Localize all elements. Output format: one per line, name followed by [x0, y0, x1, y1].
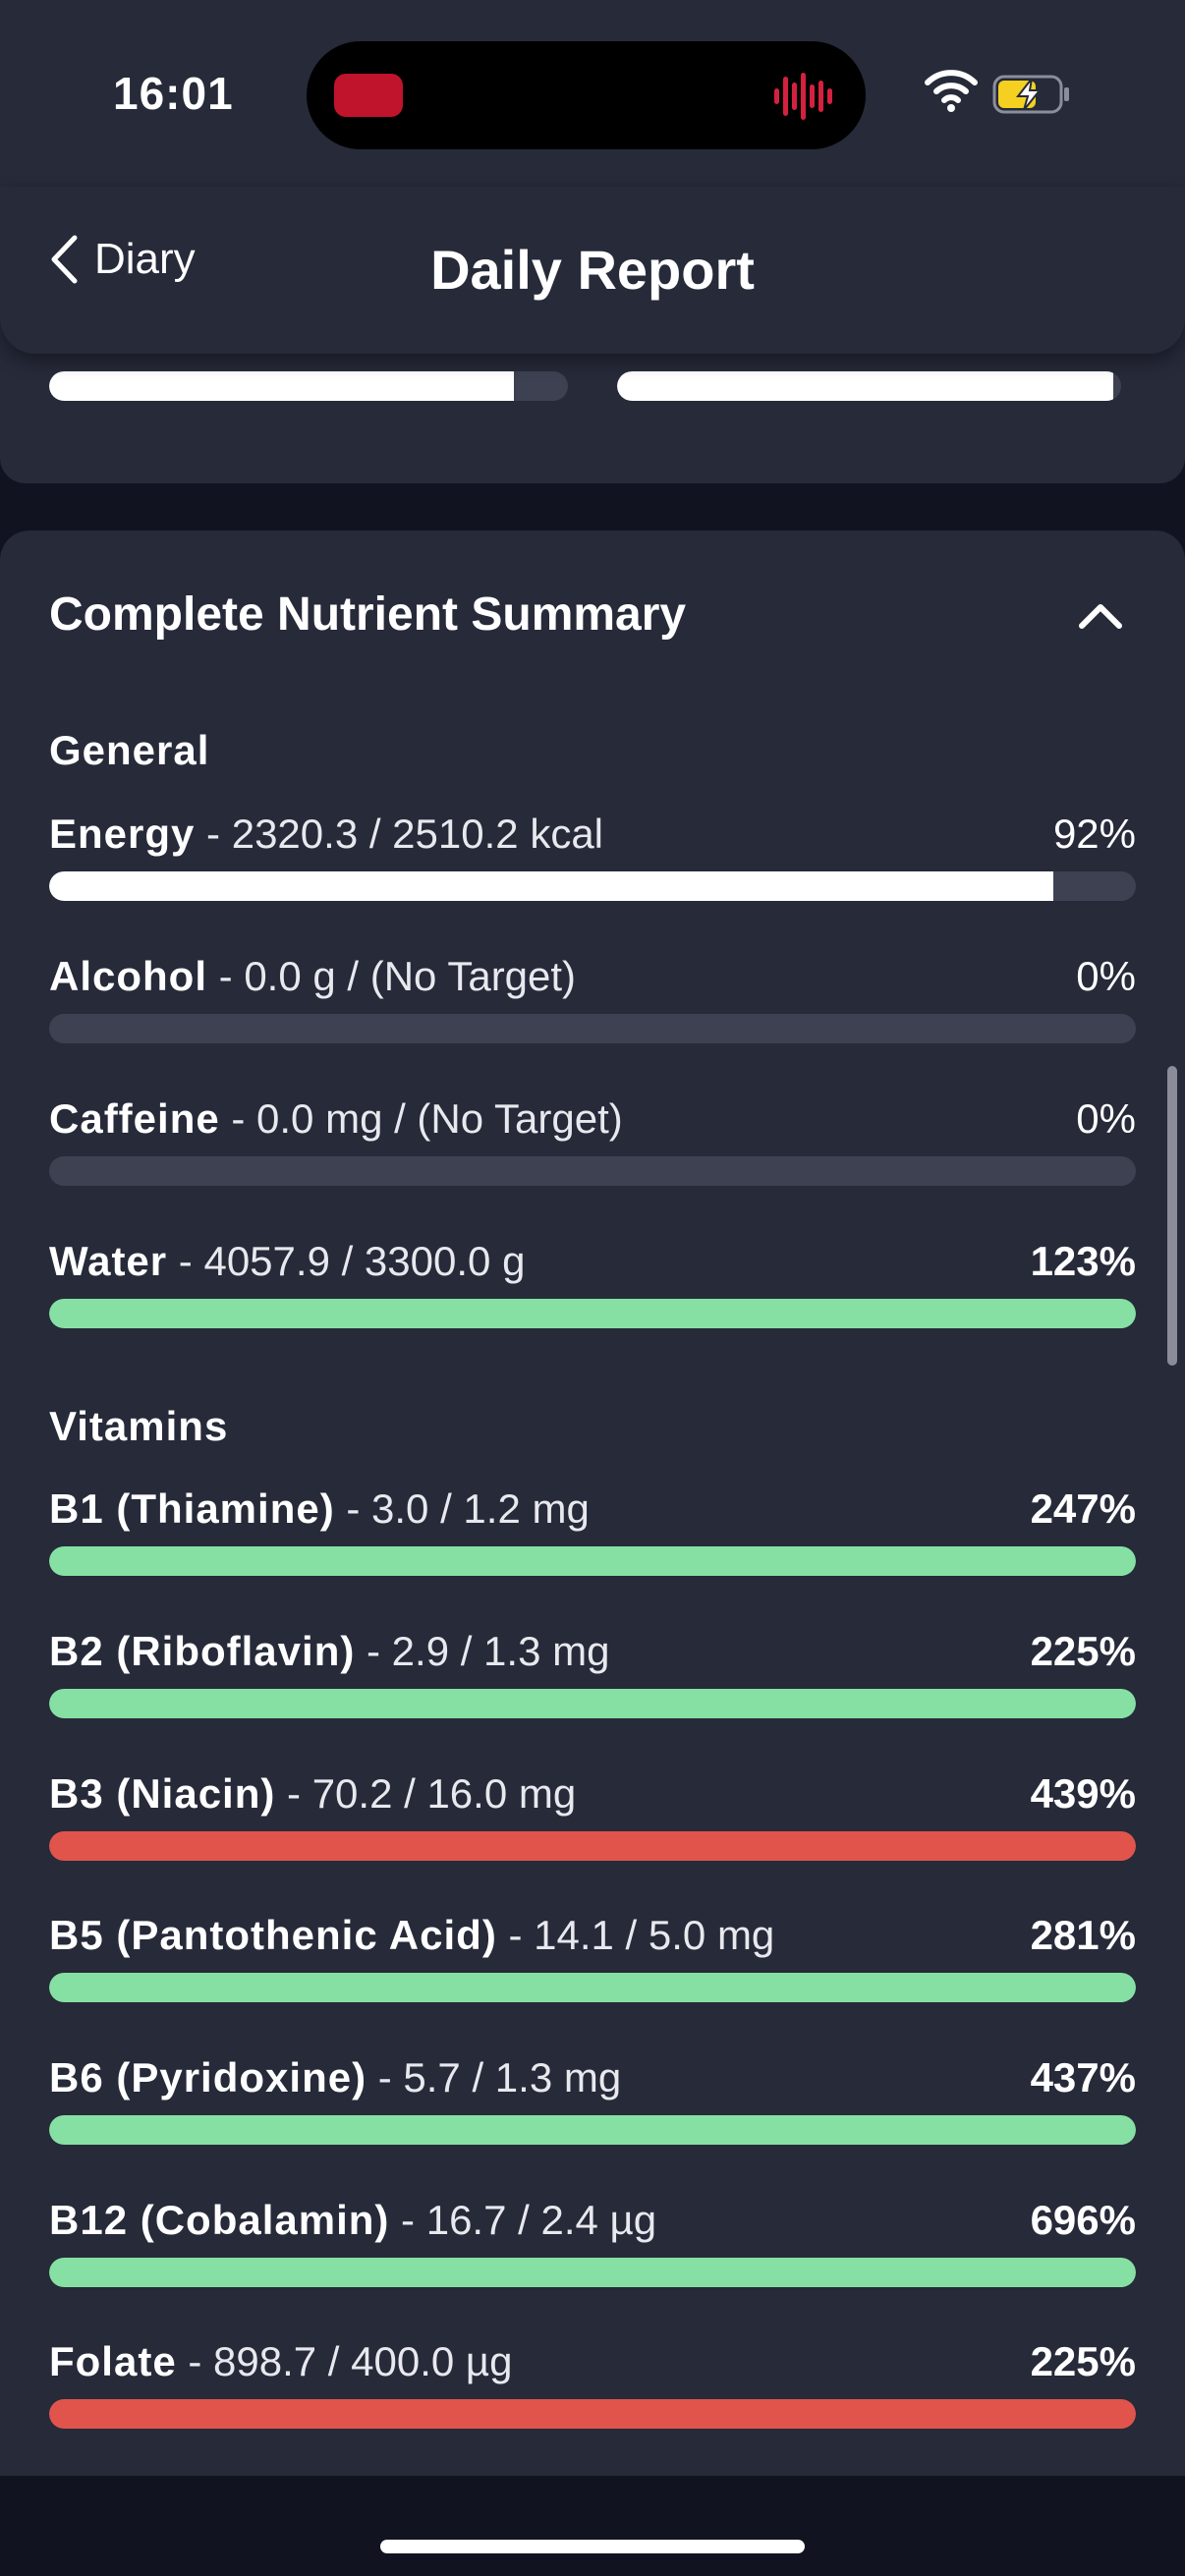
nutrient-progress-fill — [49, 1831, 1136, 1861]
chevron-up-icon[interactable] — [1074, 599, 1127, 633]
nutrient-amount: - 2.9 / 1.3 mg — [355, 1628, 610, 1674]
nutrient-progress-fill — [49, 1546, 1136, 1576]
summary-title: Complete Nutrient Summary — [49, 588, 687, 641]
nutrient-progress-fill — [49, 2258, 1136, 2287]
nutrient-row-alcohol: Alcohol - 0.0 g / (No Target) 0% — [49, 953, 1136, 1061]
nutrient-amount: - 14.1 / 5.0 mg — [496, 1912, 775, 1958]
nutrient-name: B5 (Pantothenic Acid) — [49, 1912, 497, 1958]
page-title: Daily Report — [430, 239, 755, 301]
nutrient-progress-bar — [49, 2258, 1136, 2287]
status-time: 16:01 — [113, 68, 234, 119]
nutrient-percent: 281% — [1030, 1912, 1136, 1958]
back-button-label: Diary — [94, 235, 196, 283]
nutrient-row-b5: B5 (Pantothenic Acid) - 14.1 / 5.0 mg 28… — [49, 1912, 1136, 2020]
nutrient-progress-bar — [49, 2115, 1136, 2145]
nutrient-amount: - 70.2 / 16.0 mg — [275, 1770, 577, 1817]
nutrient-progress-bar — [49, 2399, 1136, 2429]
nutrient-name: Caffeine — [49, 1095, 220, 1142]
nutrient-name: B1 (Thiamine) — [49, 1485, 335, 1532]
nutrient-summary-card: Complete Nutrient Summary General Energy… — [0, 531, 1185, 2476]
nutrient-amount: - 0.0 mg / (No Target) — [219, 1095, 623, 1142]
chevron-left-icon — [51, 235, 78, 284]
progress-fill-right — [617, 371, 1114, 401]
nutrient-progress-bar — [49, 1014, 1136, 1043]
scrollbar[interactable] — [1167, 1066, 1177, 1366]
nutrient-row-b1: B1 (Thiamine) - 3.0 / 1.2 mg 247% — [49, 1485, 1136, 1594]
nutrient-name: B6 (Pyridoxine) — [49, 2054, 367, 2100]
nutrient-amount: - 3.0 / 1.2 mg — [334, 1485, 590, 1532]
wifi-icon — [925, 70, 978, 112]
nutrient-row-energy: Energy - 2320.3 / 2510.2 kcal 92% — [49, 811, 1136, 919]
nutrient-percent: 123% — [1030, 1238, 1136, 1284]
nutrient-name: B3 (Niacin) — [49, 1770, 276, 1817]
nutrient-progress-fill — [49, 1973, 1136, 2002]
nutrient-progress-bar — [49, 1831, 1136, 1861]
nutrient-amount: - 4057.9 / 3300.0 g — [167, 1238, 526, 1284]
nutrient-row-b3: B3 (Niacin) - 70.2 / 16.0 mg 439% — [49, 1770, 1136, 1878]
nutrient-progress-fill — [49, 1299, 1136, 1328]
back-button[interactable]: Diary — [49, 234, 196, 285]
nutrient-percent: 696% — [1030, 2197, 1136, 2243]
nutrient-progress-fill — [49, 1689, 1136, 1718]
nutrient-progress-bar — [49, 1156, 1136, 1186]
nutrient-progress-bar — [49, 1973, 1136, 2002]
section-heading-general: General — [49, 727, 210, 773]
nutrient-progress-fill — [49, 2399, 1136, 2429]
nutrient-percent: 92% — [1052, 811, 1136, 857]
nutrient-name: Folate — [49, 2338, 177, 2384]
status-bar: 16:01 — [0, 0, 1185, 187]
nutrient-row-caffeine: Caffeine - 0.0 mg / (No Target) 0% — [49, 1095, 1136, 1204]
progress-fill-left — [49, 371, 514, 401]
nutrient-percent: 0% — [1076, 1095, 1136, 1142]
audio-waveform-icon — [774, 73, 832, 120]
progress-bar-right — [617, 371, 1121, 401]
nutrient-percent: 439% — [1030, 1770, 1136, 1817]
live-activity-app-icon — [334, 74, 403, 117]
nutrient-amount: - 5.7 / 1.3 mg — [367, 2054, 622, 2100]
nutrient-progress-bar — [49, 1299, 1136, 1328]
nutrient-progress-bar — [49, 1546, 1136, 1576]
nutrient-percent: 225% — [1030, 1628, 1136, 1674]
nutrient-row-b6: B6 (Pyridoxine) - 5.7 / 1.3 mg 437% — [49, 2054, 1136, 2162]
nutrient-name: B12 (Cobalamin) — [49, 2197, 390, 2243]
nutrient-percent: 0% — [1076, 953, 1136, 999]
navigation-bar: Diary Daily Report — [0, 187, 1185, 354]
battery-charging-icon — [992, 75, 1069, 114]
nutrient-amount: - 898.7 / 400.0 µg — [176, 2338, 513, 2384]
nutrient-row-folate: Folate - 898.7 / 400.0 µg 225% — [49, 2338, 1136, 2446]
home-indicator[interactable] — [380, 2540, 805, 2553]
nutrient-row-water: Water - 4057.9 / 3300.0 g 123% — [49, 1238, 1136, 1346]
nutrient-amount: - 0.0 g / (No Target) — [207, 953, 577, 999]
progress-bar-left — [49, 371, 568, 401]
nutrient-row-b2: B2 (Riboflavin) - 2.9 / 1.3 mg 225% — [49, 1628, 1136, 1736]
nutrient-amount: - 2320.3 / 2510.2 kcal — [195, 811, 604, 857]
nutrient-progress-fill — [49, 871, 1053, 901]
nutrient-name: Alcohol — [49, 953, 207, 999]
nutrient-percent: 247% — [1030, 1485, 1136, 1532]
nutrient-name: Energy — [49, 811, 196, 857]
nutrient-row-b12: B12 (Cobalamin) - 16.7 / 2.4 µg 696% — [49, 2197, 1136, 2305]
nutrient-percent: 225% — [1030, 2338, 1136, 2384]
nutrient-progress-bar — [49, 871, 1136, 901]
nutrient-amount: - 16.7 / 2.4 µg — [389, 2197, 657, 2243]
nutrient-progress-bar — [49, 1689, 1136, 1718]
section-heading-vitamins: Vitamins — [49, 1403, 229, 1449]
nutrient-name: B2 (Riboflavin) — [49, 1628, 356, 1674]
nutrient-progress-fill — [49, 2115, 1136, 2145]
nutrient-name: Water — [49, 1238, 168, 1284]
nutrient-percent: 437% — [1030, 2054, 1136, 2100]
